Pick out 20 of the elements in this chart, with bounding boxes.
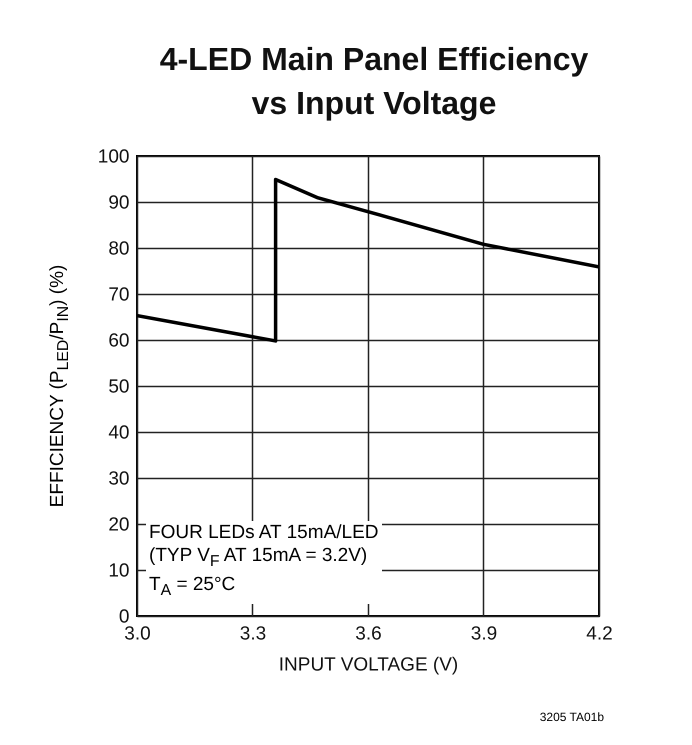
y-tick-label: 100 — [98, 146, 130, 168]
y-tick-label: 50 — [108, 376, 130, 398]
y-tick-label: 90 — [108, 192, 130, 214]
y-tick-label: 30 — [108, 468, 130, 490]
x-tick-label: 4.2 — [586, 624, 613, 644]
x-tick-label: 3.6 — [355, 624, 382, 644]
chart-title: 4-LED Main Panel Efficiency vs Input Voltage — [160, 41, 588, 121]
y-tick-label: 80 — [108, 238, 130, 260]
y-tick-label: 20 — [108, 514, 130, 536]
x-tick-label: 3.9 — [470, 624, 498, 644]
annotation: FOUR LEDs AT 15mA/LED — [149, 522, 378, 543]
y-tick-label: 70 — [108, 284, 130, 306]
text: 3205 TA01b — [540, 710, 604, 724]
annotation: (TYP V$_{F}$ AT 15mA = 3.2V) — [149, 545, 368, 570]
y-tick-label: 10 — [108, 560, 130, 582]
x-axis-title: INPUT VOLTAGE (V) — [278, 654, 458, 676]
y-tick-label: 40 — [108, 422, 130, 444]
y-tick-label: 60 — [108, 330, 130, 352]
x-tick-label: 3.3 — [240, 624, 266, 644]
annotation: T$_{A}$ = 25°C — [149, 574, 236, 599]
